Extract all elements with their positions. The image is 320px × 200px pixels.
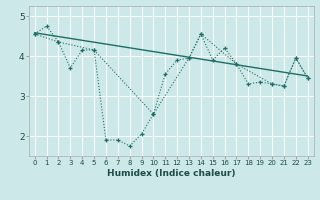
X-axis label: Humidex (Indice chaleur): Humidex (Indice chaleur) <box>107 169 236 178</box>
